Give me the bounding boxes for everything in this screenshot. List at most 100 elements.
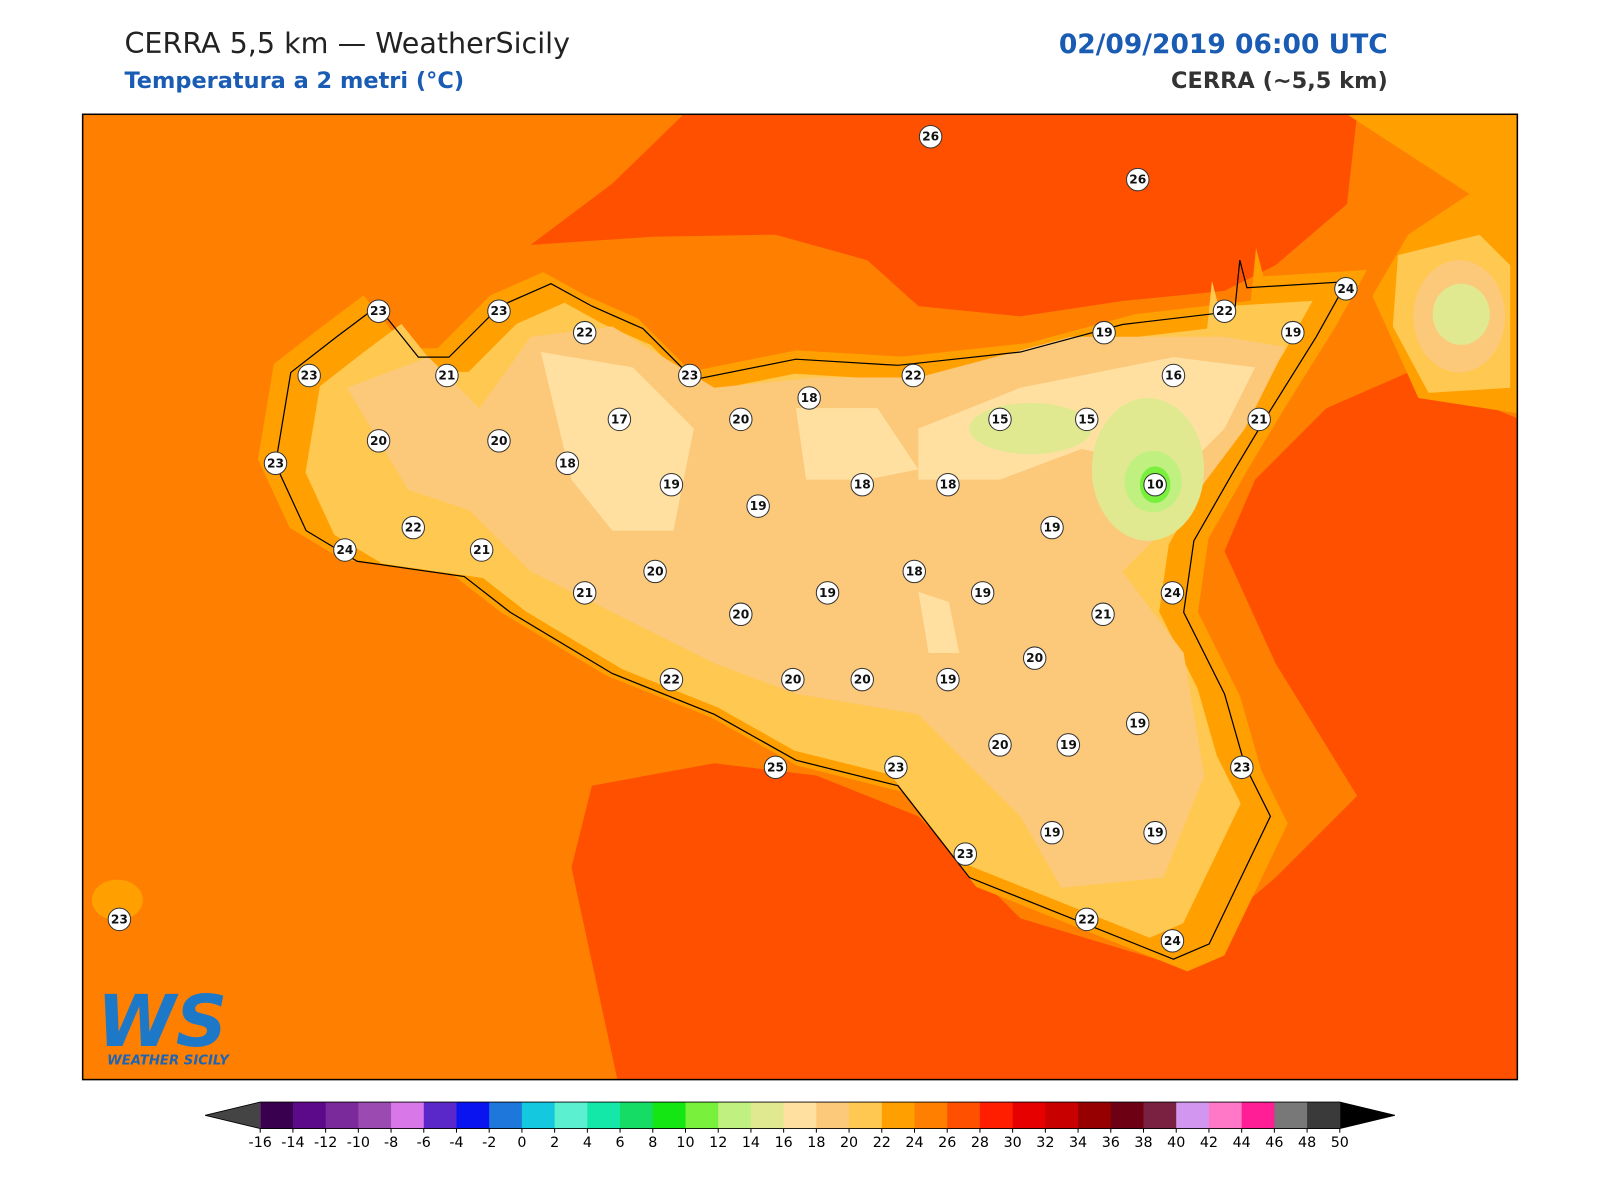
warm-sea-north [530, 114, 1358, 317]
station-marker [1160, 581, 1185, 605]
station-value: 21 [576, 586, 593, 600]
colorbar-cell [881, 1102, 916, 1129]
station-marker [1126, 711, 1150, 736]
station-value: 19 [1129, 716, 1146, 730]
station-marker [659, 667, 684, 692]
station-marker [435, 363, 459, 388]
station-marker [1334, 277, 1358, 301]
station-marker [333, 538, 357, 562]
station-value: 22 [1216, 304, 1233, 318]
colorbar-under [205, 1102, 261, 1129]
station-marker [1230, 755, 1254, 780]
colorbar-cell [489, 1102, 523, 1129]
station-marker [1091, 602, 1115, 627]
station-value: 23 [681, 369, 698, 383]
station-value: 22 [663, 673, 680, 687]
calabria-14 [1432, 283, 1490, 345]
colorbar-cell [456, 1102, 490, 1129]
colorbar-tick-label: 22 [873, 1135, 891, 1151]
station-value: 24 [336, 543, 353, 557]
colorbar-cell [423, 1102, 458, 1129]
station-marker [1247, 407, 1271, 432]
station-marker [659, 472, 684, 497]
station-marker [469, 538, 494, 562]
station-marker [781, 667, 805, 692]
colorbar-cell [1045, 1102, 1079, 1129]
colorbar-cell [1241, 1102, 1275, 1129]
colorbar-cell [652, 1102, 687, 1129]
logo: WS WEATHER SICILY [97, 980, 230, 1068]
colorbar-cell [521, 1102, 556, 1129]
colorbar-cell [947, 1102, 981, 1129]
station-value: 15 [991, 412, 1008, 426]
colorbar-tick-label: 0 [517, 1135, 526, 1151]
colorbar-tick-label: 4 [583, 1135, 592, 1151]
colorbar-cell [1143, 1102, 1177, 1129]
station-marker [729, 407, 753, 432]
station-value: 20 [647, 564, 664, 578]
station-value: 23 [370, 304, 387, 318]
station-value: 20 [991, 738, 1008, 752]
station-value: 20 [854, 673, 871, 687]
station-marker [970, 581, 995, 605]
station-marker [487, 299, 511, 323]
colorbar-tick-label: -10 [347, 1135, 370, 1151]
station-marker [572, 320, 597, 345]
station-marker [1212, 299, 1237, 323]
station-marker [850, 667, 874, 692]
station-value: 20 [490, 434, 507, 448]
colorbar-tick-label: 50 [1331, 1135, 1349, 1151]
station-marker [1161, 363, 1186, 388]
station-value: 20 [370, 434, 387, 448]
colorbar-cell [1012, 1102, 1046, 1129]
station-marker [815, 581, 840, 605]
colorbar-outline [205, 1101, 1395, 1129]
station-value: 21 [438, 369, 455, 383]
station-value: 18 [939, 478, 956, 492]
station-marker [936, 667, 960, 692]
station-value: 19 [663, 478, 680, 492]
colorbar-tick-label: 18 [807, 1135, 825, 1151]
colorbar-cell [292, 1102, 327, 1129]
station-value: 19 [750, 499, 767, 513]
colorbar-cell [979, 1102, 1014, 1129]
station-value: 15 [1078, 412, 1095, 426]
colorbar-tick-label: 40 [1167, 1135, 1185, 1151]
colorbar-cell [685, 1102, 719, 1129]
station-value: 24 [1164, 934, 1181, 948]
colorbar-tick-label: -2 [482, 1135, 496, 1151]
stations: 26 26 23 23 22 19 22 19 24 23 21 23 22 16 18 17 20 15 15 21… [107, 125, 1358, 953]
station-marker [678, 363, 702, 388]
station-value: 18 [906, 564, 923, 578]
datetime: 02/09/2019 06:00 UTC [1059, 29, 1388, 60]
station-value: 19 [1044, 521, 1061, 535]
station-marker [572, 581, 597, 605]
station-marker [902, 559, 927, 584]
station-marker [1040, 515, 1064, 540]
station-marker [746, 494, 770, 518]
station-marker [1040, 820, 1064, 845]
station-value: 18 [854, 478, 871, 492]
station-marker [1092, 320, 1116, 345]
station-value: 23 [267, 456, 284, 470]
colorbar-tick-label: 14 [742, 1135, 760, 1151]
station-value: 26 [922, 130, 939, 144]
pantelleria [91, 879, 143, 921]
station-value: 20 [784, 673, 801, 687]
station-value: 19 [974, 586, 991, 600]
map: 26 26 23 23 22 19 22 19 24 23 21 23 22 16 18 17 20 15 15 21… [82, 114, 1518, 1080]
station-marker [1022, 646, 1047, 670]
station-value: 19 [1147, 826, 1164, 840]
station-value: 23 [301, 369, 318, 383]
station-value: 21 [473, 543, 490, 557]
station-marker [487, 429, 511, 453]
station-value: 20 [732, 607, 749, 621]
colorbar-tick-label: 8 [648, 1135, 657, 1151]
station-marker [918, 125, 943, 149]
station-marker [1075, 407, 1099, 432]
station-marker [1143, 820, 1167, 845]
station-value: 21 [1251, 412, 1268, 426]
station-marker [1160, 929, 1185, 953]
colorbar-tick-label: -12 [314, 1135, 337, 1151]
